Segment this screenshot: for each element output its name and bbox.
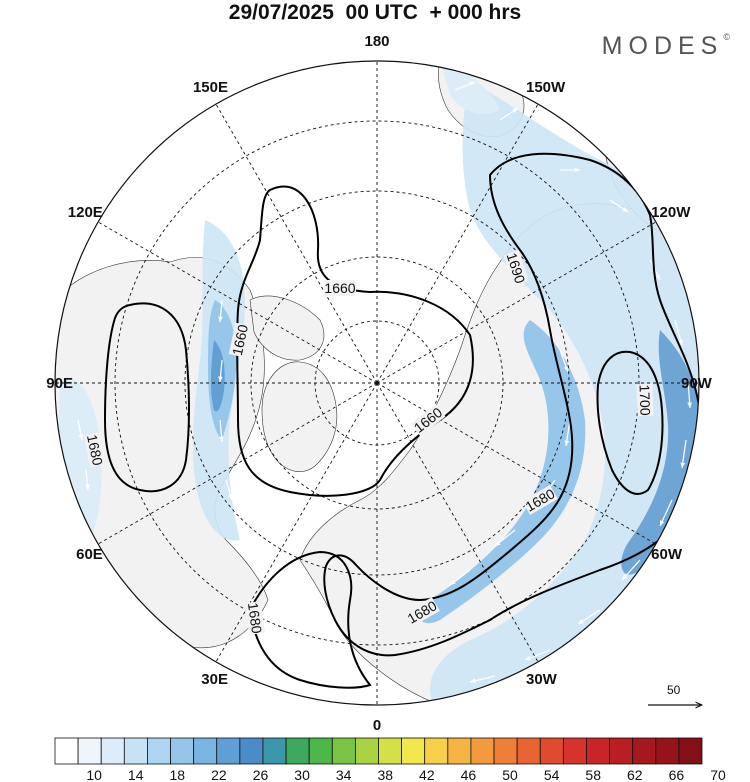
wind-reference-label: 50 (667, 683, 681, 697)
contour-label-background (404, 597, 440, 627)
wind-vector (85, 469, 90, 491)
contour-label: 1680 (84, 433, 106, 467)
copyright-mark: © (723, 32, 730, 42)
longitude-label: 150E (193, 79, 228, 96)
wind-vector (564, 419, 571, 447)
jet-atlantic-strong (211, 340, 225, 412)
wind-vector (680, 439, 687, 469)
contour-label-background (636, 383, 654, 417)
chart-title: 29/07/2025 00 UTC + 000 hrs (228, 1, 522, 24)
longitude-label: 90W (681, 375, 713, 392)
contour-label-background (522, 485, 558, 515)
longitude-label: 120W (651, 204, 691, 221)
wind-vector (559, 349, 569, 373)
longitude-label: 60W (651, 546, 683, 563)
contour-label: 1660 (324, 280, 355, 296)
wind-vector (454, 81, 476, 91)
wind-vector (577, 609, 601, 625)
map-border (54, 60, 700, 706)
contour-label-background (503, 250, 529, 286)
contour-label-background (83, 432, 107, 468)
brand-name: MODES (601, 32, 724, 60)
contour-line (323, 152, 699, 657)
longitude-label: 60E (76, 546, 103, 563)
longitude-label: 30W (526, 671, 558, 688)
wind-vector (218, 359, 223, 383)
contour-label-background (228, 322, 252, 358)
contour-label: 1680 (245, 601, 265, 634)
wind-vector (499, 107, 519, 121)
wind-vector (77, 419, 84, 441)
latitude-circle (114, 120, 640, 646)
wind-vector (449, 569, 471, 586)
wind-vector (687, 379, 693, 409)
jet-north-america (58, 378, 102, 540)
wind-vector (218, 299, 223, 323)
land-canadian-arctic (249, 295, 325, 361)
longitude-labels: 180 150W 150E 120W 120E 90W 90E 60W 60E 30W 30E 0 (46, 33, 712, 734)
wind-vector (674, 319, 683, 346)
contour-label: 1700 (636, 384, 653, 416)
longitude-label: 30E (201, 671, 228, 688)
longitude-label: 120E (68, 204, 103, 221)
contour-line (596, 350, 664, 495)
contour-label: 1660 (229, 323, 251, 357)
longitude-label: 180 (364, 33, 389, 50)
jet-eurasia-core (419, 320, 586, 624)
brand-logo: MODES© (602, 32, 730, 61)
longitude-label: 90E (46, 375, 73, 392)
wind-vector (524, 649, 551, 661)
contour-line (248, 550, 372, 689)
longitude-label: 0 (373, 717, 381, 734)
wind-vector (219, 419, 224, 443)
contour-label-background (410, 403, 446, 437)
wind-vector (469, 675, 496, 684)
jet-pacific-north (440, 61, 500, 114)
contour-line (103, 302, 190, 493)
wind-vector (225, 479, 233, 501)
wind-vector (621, 559, 641, 581)
contour-label-background (244, 601, 266, 635)
wind-vector (609, 199, 629, 213)
contour-label-background (324, 280, 356, 296)
longitude-label: 150W (526, 79, 566, 96)
graticule (55, 61, 699, 705)
height-contours (103, 152, 699, 689)
wind-vector (494, 529, 516, 547)
wind-vector (659, 499, 673, 527)
